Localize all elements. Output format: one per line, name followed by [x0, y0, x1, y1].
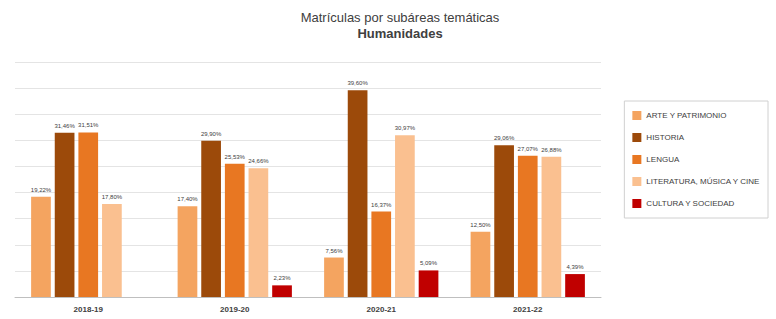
svg-text:31,51%: 31,51% [78, 122, 99, 128]
svg-text:29,06%: 29,06% [494, 135, 515, 141]
svg-text:5,09%: 5,09% [420, 260, 438, 266]
svg-text:17,40%: 17,40% [177, 196, 198, 202]
svg-text:12,50%: 12,50% [470, 222, 491, 228]
svg-text:2020-21: 2020-21 [367, 305, 397, 314]
svg-text:27,07%: 27,07% [518, 146, 539, 152]
svg-text:2021-22: 2021-22 [513, 305, 543, 314]
svg-text:24,66%: 24,66% [248, 158, 269, 164]
svg-text:2019-20: 2019-20 [220, 305, 250, 314]
svg-text:2,23%: 2,23% [274, 275, 292, 281]
svg-text:17,80%: 17,80% [102, 194, 123, 200]
svg-text:7,56%: 7,56% [325, 248, 343, 254]
svg-text:2018-19: 2018-19 [74, 305, 104, 314]
svg-text:25,53%: 25,53% [225, 154, 246, 160]
svg-text:30,97%: 30,97% [395, 125, 416, 131]
svg-text:16,37%: 16,37% [371, 202, 392, 208]
svg-text:HISTORIA: HISTORIA [646, 133, 684, 142]
svg-text:LENGUA: LENGUA [646, 155, 680, 164]
svg-text:Humanidades: Humanidades [357, 26, 442, 41]
svg-text:LITERATURA, MÚSICA Y CINE: LITERATURA, MÚSICA Y CINE [646, 177, 759, 186]
svg-text:CULTURA Y SOCIEDAD: CULTURA Y SOCIEDAD [646, 199, 734, 208]
svg-text:26,88%: 26,88% [541, 147, 562, 153]
svg-text:ARTE Y PATRIMONIO: ARTE Y PATRIMONIO [646, 111, 726, 120]
svg-text:31,46%: 31,46% [54, 123, 75, 129]
svg-text:39,60%: 39,60% [347, 80, 368, 86]
svg-text:Matrículas por subáreas temáti: Matrículas por subáreas temáticas [301, 10, 500, 25]
svg-text:29,90%: 29,90% [201, 131, 222, 137]
svg-text:19,22%: 19,22% [31, 187, 52, 193]
svg-text:4,39%: 4,39% [567, 264, 585, 270]
